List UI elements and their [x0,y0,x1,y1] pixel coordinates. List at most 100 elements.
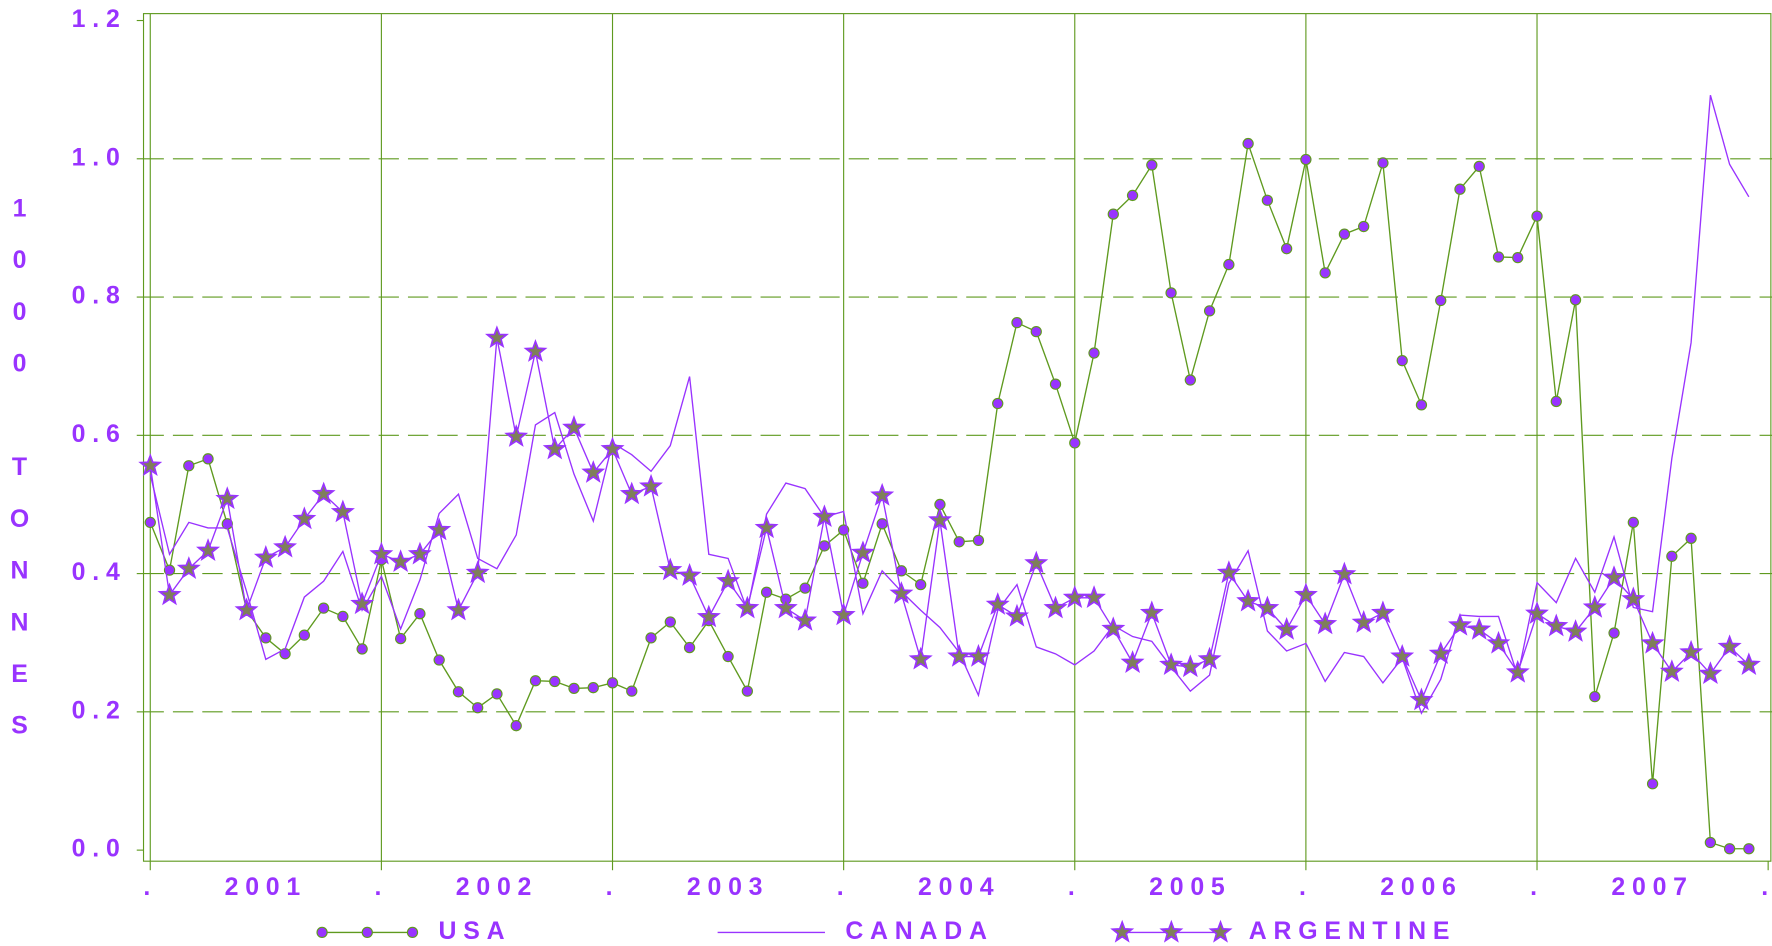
data-point [1569,294,1582,306]
data-point [735,595,760,619]
data-point [812,504,837,528]
series-line [149,337,1750,702]
data-point [1011,316,1023,329]
data-point [1602,565,1627,588]
data-point [1563,619,1588,642]
data-point [568,682,580,695]
data-point [1319,267,1331,279]
data-point [465,560,490,584]
x-year-label: 2003 [687,873,769,901]
x-year-label: 2005 [1149,873,1231,901]
x-year-label: 2007 [1611,873,1693,901]
data-point [1454,183,1466,195]
data-point [1428,641,1453,665]
data-point [741,685,753,697]
data-point [1492,251,1505,263]
data-point [542,436,567,460]
data-point [1415,399,1428,411]
data-point [395,632,407,645]
legend-label: ARGENTINE [1249,917,1456,945]
data-point [645,632,657,644]
data-point [427,517,452,541]
data-point [1582,594,1607,618]
data-point [1004,603,1030,627]
y-tick-label: 1.0 [72,143,127,171]
data-point [298,629,310,641]
data-point [857,577,869,589]
data-point [972,534,985,547]
data-point [504,424,529,447]
data-point [1447,612,1472,636]
data-point [1159,652,1184,676]
y-tick-label: 0.8 [72,282,127,310]
data-point [202,453,214,465]
data-point [196,538,221,561]
data-point [1371,600,1395,624]
x-tick-label: . [606,873,620,901]
data-point [1377,157,1389,169]
data-point [754,515,779,539]
data-point [549,675,561,688]
x-tick-label: . [1530,873,1544,901]
data-point [1203,305,1216,317]
data-point [1107,208,1119,220]
data-point [1088,347,1100,359]
data-point [799,582,811,594]
data-point [215,486,240,510]
data-point [1197,646,1222,670]
data-point [1293,582,1318,606]
data-point [1280,243,1293,255]
data-point [317,602,330,614]
data-point [350,591,375,615]
data-point [433,654,445,666]
data-point [330,499,355,523]
data-point [773,595,798,619]
legend-marker [1159,919,1184,943]
data-point [716,568,741,592]
series-line [149,95,1750,715]
data-point [273,534,298,558]
data-point [1024,550,1049,574]
data-point [683,641,696,654]
data-point [1621,586,1646,610]
y-tick-label: 0.0 [72,835,127,863]
x-year-label: 2001 [225,873,307,901]
data-point [234,597,259,621]
data-point [1659,659,1684,682]
data-point [850,540,875,563]
x-tick-label: . [1068,873,1082,901]
legend-label: USA [438,917,511,945]
data-point [908,646,933,670]
data-point [1589,691,1601,703]
data-point [1274,617,1299,640]
data-point [1139,600,1164,624]
data-point [1146,159,1158,171]
data-point [1717,634,1742,658]
data-point [1261,194,1274,206]
data-point [472,702,484,714]
y-tick-label: 0.6 [72,420,127,448]
data-point [606,677,619,689]
data-point [1069,437,1081,449]
data-point [953,536,965,548]
data-point [1531,210,1543,222]
data-point [1512,252,1524,264]
data-point [183,460,195,472]
data-point [1101,616,1126,640]
data-point [1332,561,1357,585]
data-point [260,632,272,644]
data-point [664,616,676,628]
data-point [1313,611,1338,635]
data-point [1486,630,1511,654]
x-tick-label: . [143,873,157,901]
x-year-label: 2004 [918,873,1000,901]
data-point [510,720,522,732]
data-point [1505,659,1530,683]
data-point [1736,652,1761,676]
data-point [1300,153,1312,166]
data-point [369,541,394,565]
y-tick-label: 0.2 [72,696,127,724]
data-point [696,604,721,628]
data-point [356,643,368,655]
